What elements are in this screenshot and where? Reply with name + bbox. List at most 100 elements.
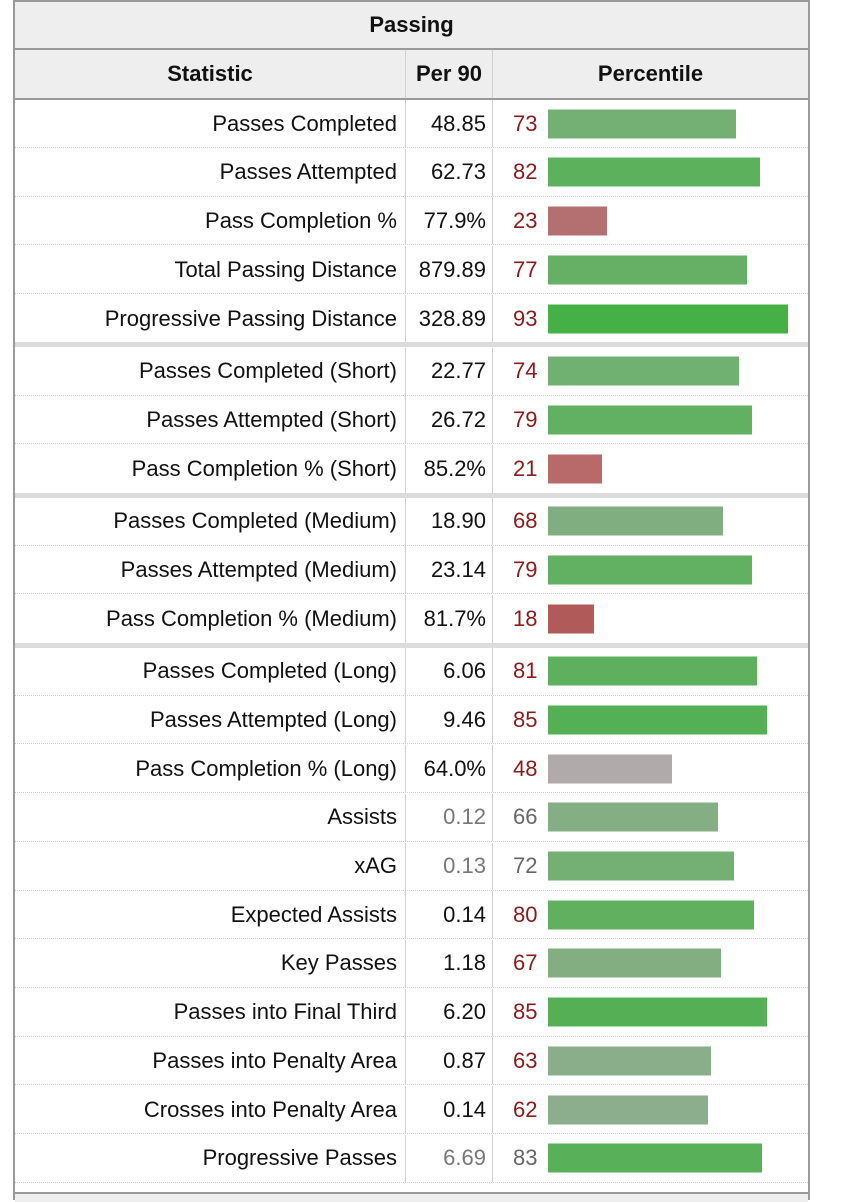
per90-value: 6.69: [406, 1134, 493, 1182]
table-caption: Passing: [15, 0, 808, 50]
per90-value: 22.77: [406, 347, 493, 395]
table-row: Progressive Passes 6.69 83: [15, 1134, 808, 1183]
percentile-cell: 21: [493, 445, 808, 493]
table-row: xAG 0.13 72: [15, 842, 808, 891]
stat-name: Passes Completed (Long): [15, 647, 406, 695]
table-row: Passes Completed (Long) 6.06 81: [15, 647, 808, 696]
per90-value: 18.90: [406, 497, 493, 545]
percentile-cell: 83: [493, 1135, 808, 1182]
percentile-value: 72: [513, 853, 538, 878]
percentile-bar: [548, 604, 594, 634]
stat-name: xAG: [15, 842, 406, 890]
passing-table: Passing Statistic Per 90 Percentile Pass…: [13, 0, 810, 1202]
percentile-cell: 80: [493, 891, 808, 938]
percentile-value: 63: [513, 1047, 538, 1073]
percentile-cell: 23: [493, 197, 808, 244]
percentile-cell: 77: [493, 246, 808, 293]
stat-name: Passes Completed: [15, 100, 406, 147]
percentile-bar: [548, 656, 757, 686]
percentile-bar: [548, 157, 760, 187]
table-row: Pass Completion % 77.9% 23: [15, 197, 808, 246]
percentile-bar: [548, 900, 754, 930]
percentile-cell: 62: [493, 1086, 808, 1133]
percentile-cell: 82: [493, 149, 808, 196]
percentile-cell: 85: [493, 696, 808, 743]
table-row: Passes Attempted (Medium) 23.14 79: [15, 546, 808, 595]
percentile-value: 66: [513, 804, 538, 830]
column-header-percentile[interactable]: Percentile: [597, 61, 704, 86]
percentile-bar: [548, 405, 752, 435]
percentile-value: 77: [513, 256, 538, 282]
table-row: Pass Completion % (Medium) 81.7% 18: [15, 595, 808, 648]
percentile-value: 48: [513, 755, 538, 781]
table-row: Passes Attempted 62.73 82: [15, 148, 808, 197]
per90-value: 0.12: [406, 793, 493, 841]
stat-name: Progressive Passing Distance: [15, 294, 406, 343]
percentile-value: 83: [513, 1145, 538, 1171]
percentile-bar: [548, 754, 672, 784]
percentile-bar: [548, 997, 767, 1027]
percentile-bar: [548, 304, 788, 334]
table-row: Passes Completed (Short) 22.77 74: [15, 347, 808, 396]
percentile-bar: [548, 1046, 711, 1076]
stat-name: Pass Completion % (Medium): [15, 595, 406, 643]
percentile-value: 73: [513, 110, 538, 136]
table-header: Statistic Per 90 Percentile: [15, 50, 808, 100]
percentile-cell: 72: [493, 843, 808, 890]
percentile-bar: [548, 506, 723, 536]
percentile-value: 81: [513, 658, 538, 684]
percentile-bar: [548, 1095, 708, 1124]
per90-value: 0.87: [406, 1037, 493, 1085]
column-header-statistic[interactable]: Statistic: [15, 50, 406, 98]
stat-name: Pass Completion % (Long): [15, 745, 406, 793]
percentile-value: 79: [513, 406, 538, 432]
percentile-cell: 81: [493, 648, 808, 695]
percentile-bar: [548, 454, 602, 484]
percentile-value: 85: [513, 999, 538, 1025]
percentile-value: 67: [513, 950, 538, 976]
per90-value: 879.89: [406, 246, 493, 294]
per90-value: 85.2%: [406, 444, 493, 493]
percentile-cell: 93: [493, 295, 808, 343]
per90-value: 6.20: [406, 988, 493, 1036]
percentile-cell: 79: [493, 546, 808, 593]
stat-name: Passes Completed (Short): [15, 347, 406, 395]
table-footer: [15, 1192, 808, 1202]
per90-value: 23.14: [406, 546, 493, 594]
percentile-cell: 74: [493, 348, 808, 395]
table-row: Passes Completed (Medium) 18.90 68: [15, 497, 808, 546]
table-row: Expected Assists 0.14 80: [15, 891, 808, 940]
stat-name: Crosses into Penalty Area: [15, 1086, 406, 1133]
percentile-bar: [548, 851, 734, 881]
stat-name: Total Passing Distance: [15, 246, 406, 294]
percentile-bar: [548, 555, 752, 585]
percentile-value: 62: [513, 1096, 538, 1122]
percentile-bar: [548, 356, 739, 386]
percentile-bar: [548, 255, 747, 285]
per90-value: 328.89: [406, 294, 493, 343]
percentile-bar: [548, 948, 721, 978]
per90-value: 6.06: [406, 647, 493, 695]
percentile-bar: [548, 109, 736, 138]
percentile-value: 85: [513, 706, 538, 732]
percentile-value: 93: [513, 305, 538, 331]
per90-value: 0.14: [406, 1086, 493, 1133]
percentile-cell: 66: [493, 794, 808, 841]
percentile-cell: 68: [493, 498, 808, 545]
per90-value: 0.13: [406, 842, 493, 890]
stat-name: Key Passes: [15, 939, 406, 987]
table-row: Crosses into Penalty Area 0.14 62: [15, 1086, 808, 1134]
percentile-cell: 67: [493, 940, 808, 987]
percentile-cell: 48: [493, 745, 808, 792]
percentile-bar: [548, 1143, 762, 1173]
table-row: Progressive Passing Distance 328.89 93: [15, 294, 808, 348]
stat-name: Passes Completed (Medium): [15, 497, 406, 545]
stat-name: Passes into Final Third: [15, 988, 406, 1036]
percentile-value: 18: [513, 605, 538, 631]
percentile-value: 80: [513, 901, 538, 927]
column-header-per90[interactable]: Per 90: [406, 50, 493, 98]
table-row: Pass Completion % (Short) 85.2% 21: [15, 444, 808, 498]
per90-value: 0.14: [406, 891, 493, 939]
percentile-bar: [548, 802, 718, 832]
percentile-value: 23: [513, 207, 538, 233]
